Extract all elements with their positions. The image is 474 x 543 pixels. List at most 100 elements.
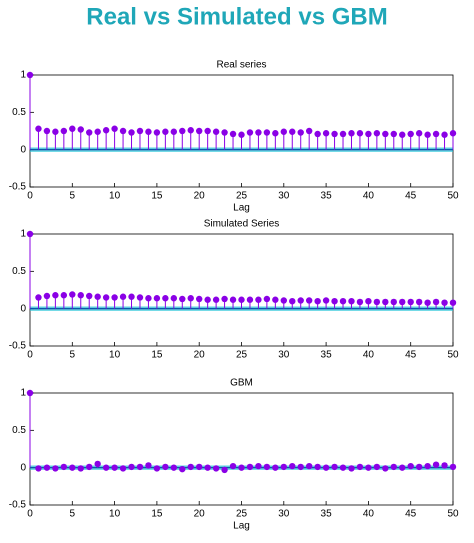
x-tick-label: 20 (194, 509, 206, 520)
stem-marker (86, 129, 93, 136)
stem-marker (314, 298, 321, 305)
stem-marker (246, 296, 254, 303)
stem-marker (449, 463, 457, 471)
stem-marker (43, 127, 51, 135)
stem-marker (399, 464, 406, 471)
stem-marker (162, 295, 169, 302)
plot-title: Simulated Series (204, 219, 280, 230)
stem-marker (280, 297, 287, 304)
plot-title: GBM (230, 378, 253, 389)
y-tick-label: 0 (20, 303, 26, 314)
stem-marker (382, 298, 389, 306)
x-tick-label: 40 (363, 509, 375, 520)
stem-marker (373, 298, 381, 306)
stem-marker (424, 131, 431, 138)
stem-marker (297, 463, 304, 471)
x-tick-label: 35 (321, 350, 333, 361)
stem-marker (314, 463, 321, 471)
stem-marker (119, 465, 127, 472)
stem-marker (26, 71, 34, 79)
stem-marker (289, 462, 296, 470)
stem-marker (322, 464, 330, 471)
x-tick-label: 40 (363, 350, 375, 361)
stem-marker (35, 125, 42, 132)
y-tick-label: -0.5 (9, 341, 27, 352)
stem-marker (221, 295, 228, 303)
stem-marker (272, 464, 279, 471)
stem-marker (26, 230, 34, 238)
y-tick-label: -0.5 (9, 500, 27, 511)
stem-marker (382, 130, 389, 138)
stem-marker (187, 463, 194, 471)
stem-marker (280, 463, 287, 471)
stem-marker (415, 130, 423, 137)
stem-marker (26, 389, 34, 397)
y-tick-label: -0.5 (9, 182, 27, 193)
stem-marker (297, 129, 304, 136)
stem-marker (60, 463, 68, 471)
stem-marker (52, 292, 59, 299)
y-tick-label: 0 (20, 462, 26, 473)
stem-marker (322, 130, 330, 137)
stem-marker (246, 129, 254, 136)
stem-marker (356, 463, 364, 471)
stem-marker (221, 466, 228, 474)
x-tick-label: 5 (70, 350, 76, 361)
stem-marker (86, 463, 93, 471)
stem-marker (441, 462, 448, 469)
x-tick-label: 50 (447, 191, 459, 202)
stem-marker (415, 463, 423, 471)
stem-marker (263, 129, 271, 136)
stem-marker (153, 465, 161, 472)
stem-marker (60, 127, 68, 135)
stem-marker (255, 462, 262, 470)
stem-marker (339, 298, 347, 305)
stem-marker (179, 127, 186, 135)
stem-marker (449, 299, 457, 306)
stem-marker (314, 130, 321, 138)
stem-marker (331, 130, 338, 138)
stem-marker (432, 298, 440, 306)
stem-marker (196, 295, 203, 303)
stem-marker (145, 295, 152, 302)
stem-marker (280, 128, 287, 135)
stem-marker (272, 296, 279, 303)
stem-marker (238, 131, 245, 138)
stem-marker (365, 464, 372, 471)
y-tick-label: 0.5 (12, 107, 26, 118)
stem-marker (119, 293, 127, 300)
stem-marker (238, 296, 245, 303)
stem-marker (407, 130, 414, 138)
x-tick-label: 30 (278, 509, 290, 520)
stem-marker (373, 130, 381, 137)
stem-marker (162, 463, 169, 471)
x-axis-label: Lag (233, 521, 250, 532)
stem-marker (255, 296, 262, 303)
stem-marker (77, 126, 84, 133)
x-tick-label: 0 (27, 509, 33, 520)
stem-marker (212, 128, 220, 135)
stem-marker (212, 296, 220, 303)
stem-marker (390, 463, 397, 471)
y-tick-label: 1 (20, 70, 26, 81)
stem-marker (69, 464, 76, 471)
stem-marker (432, 461, 440, 468)
stem-marker (111, 125, 118, 132)
stem-marker (348, 130, 355, 137)
x-tick-label: 25 (236, 191, 248, 202)
stem-marker (204, 127, 211, 135)
stem-marker (153, 129, 161, 136)
x-tick-label: 15 (151, 350, 163, 361)
stem-marker (128, 129, 135, 136)
stem-marker (102, 127, 110, 134)
stem-marker (86, 292, 93, 300)
stem-marker (305, 297, 313, 304)
stem-marker (382, 465, 389, 472)
stem-marker (238, 464, 245, 471)
stem-marker (331, 298, 338, 305)
x-tick-label: 15 (151, 509, 163, 520)
stem-marker (204, 296, 211, 303)
stem-marker (356, 298, 364, 306)
stem-marker (449, 130, 457, 137)
